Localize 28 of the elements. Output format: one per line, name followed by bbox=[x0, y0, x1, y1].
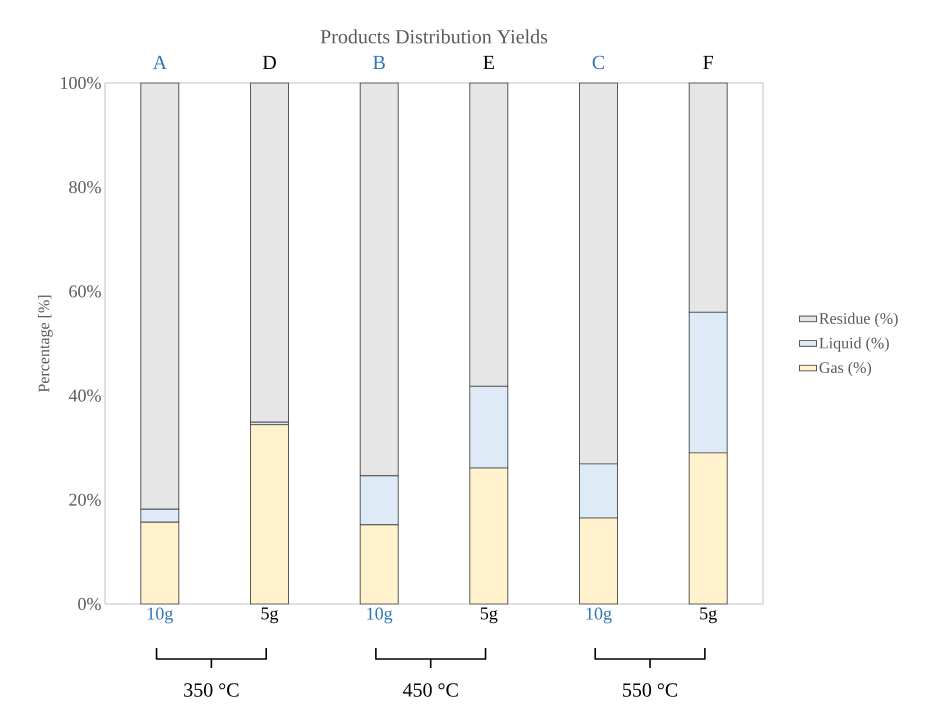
legend-label: Liquid (%) bbox=[819, 337, 889, 352]
x-tick-label: 10g bbox=[586, 608, 612, 624]
text: E bbox=[483, 56, 494, 69]
text: 550 °C bbox=[623, 683, 678, 697]
legend-label: Gas (%) bbox=[820, 362, 872, 376]
y-tick-label: 20% bbox=[69, 494, 101, 506]
bar bbox=[250, 424, 289, 604]
text: 350 °C bbox=[184, 683, 238, 697]
text: C bbox=[592, 56, 604, 70]
y-axis-title: Percentage [%] bbox=[38, 296, 53, 392]
y-tick-label: 80% bbox=[69, 181, 101, 194]
x-tick-label: 5g bbox=[262, 608, 278, 624]
y-tick-label: 40% bbox=[68, 389, 101, 402]
text: B bbox=[373, 56, 385, 70]
x-tick-label: 10g bbox=[367, 608, 392, 624]
y-tick-label: 100% bbox=[61, 76, 101, 90]
legend-label: Residue (%) bbox=[819, 312, 898, 328]
x-tick-label: 10g bbox=[148, 608, 173, 624]
x-tick-label: 5g bbox=[480, 608, 498, 624]
y-tick-label: 60% bbox=[69, 285, 101, 298]
text: 450 °C bbox=[402, 683, 458, 697]
text: A bbox=[152, 56, 167, 69]
x-tick-label: 5g bbox=[700, 608, 717, 624]
y-tick-label: 0% bbox=[78, 598, 101, 610]
chart-title: Products Distribution Yields bbox=[320, 29, 548, 44]
text: F bbox=[703, 56, 714, 69]
text: D bbox=[262, 56, 276, 70]
bar bbox=[250, 82, 289, 423]
